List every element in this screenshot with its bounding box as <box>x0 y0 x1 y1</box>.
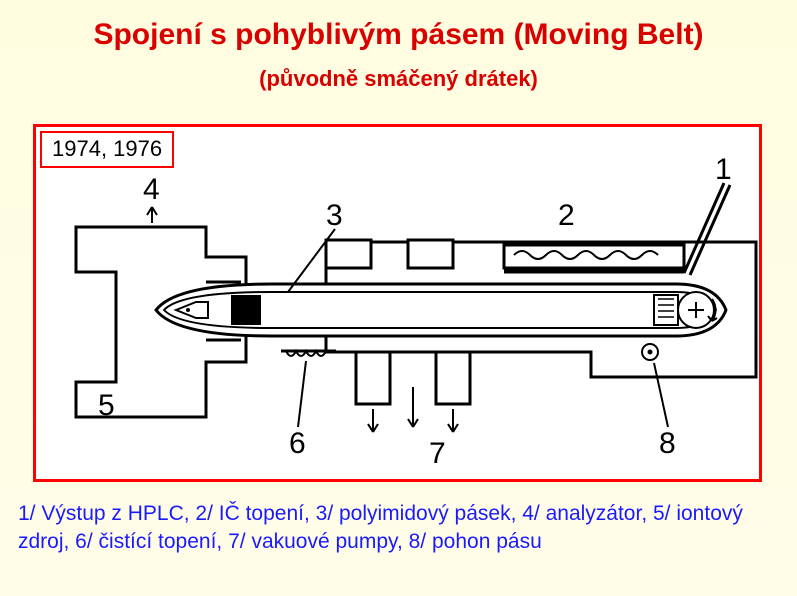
figure-frame: 1974, 1976 4 3 2 1 5 6 7 8 <box>33 124 762 482</box>
slide-subtitle: (původně smáčený drátek) <box>0 66 797 92</box>
diagram-svg-wrap <box>36 127 759 479</box>
moving-belt-diagram <box>36 127 759 479</box>
slide-title: Spojení s pohyblivým pásem (Moving Belt) <box>0 0 797 52</box>
slide: Spojení s pohyblivým pásem (Moving Belt)… <box>0 0 797 596</box>
legend-text: 1/ Výstup z HPLC, 2/ IČ topení, 3/ polyi… <box>18 500 778 557</box>
